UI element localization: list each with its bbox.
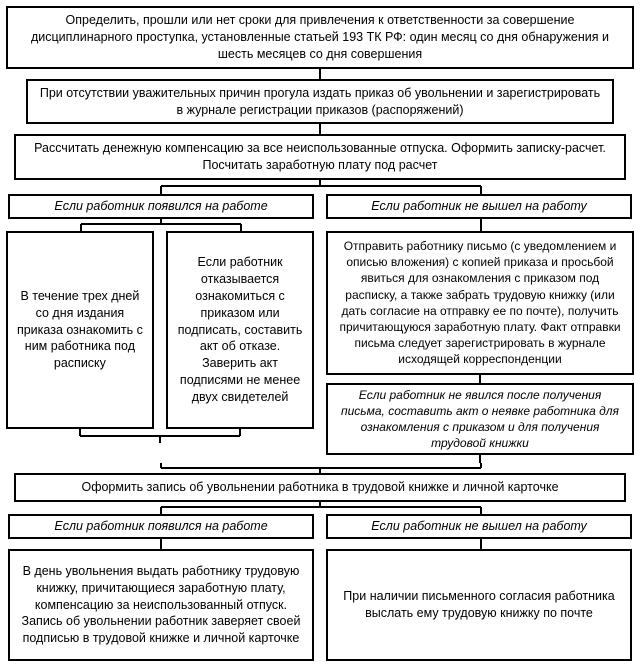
header-employee-absent-2: Если работник не вышел на работу (326, 514, 632, 539)
step-record-dismissal: Оформить запись об увольнении работника … (14, 473, 626, 502)
step-issue-workbook: В день увольнения выдать работнику трудо… (8, 549, 314, 661)
step-send-letter: Отправить работнику письмо (с уведомлени… (326, 231, 634, 375)
connector (479, 455, 481, 463)
step-no-show-act: Если работник не явился после получения … (326, 383, 634, 456)
connector-split (6, 180, 634, 194)
connector (479, 375, 481, 383)
header-employee-present-2: Если работник появился на работе (8, 514, 314, 539)
connector-merge-left (6, 429, 314, 443)
connector (319, 69, 321, 79)
branch-headers-2: Если работник появился на работе Если ра… (6, 514, 634, 539)
flowchart: Определить, прошли или нет сроки для при… (6, 6, 634, 661)
connector-split-2 (6, 502, 634, 514)
step-refusal-act: Если работник отказывается ознакомиться … (166, 231, 314, 429)
header-employee-absent-1: Если работник не вышел на работу (326, 194, 632, 219)
step-calculate-compensation: Рассчитать денежную компенсацию за все н… (14, 134, 626, 180)
branch-content-2: В день увольнения выдать работнику трудо… (6, 549, 634, 661)
step-determine-deadlines: Определить, прошли или нет сроки для при… (6, 6, 634, 69)
branch-content-1: В течение трех дней со дня издания прика… (6, 231, 634, 463)
connector-under-headers-1 (6, 219, 634, 231)
branch-headers-1: Если работник появился на работе Если ра… (6, 194, 634, 219)
step-mail-workbook: При наличии письменного согласия работни… (326, 549, 632, 661)
step-acquaint-3-days: В течение трех дней со дня издания прика… (6, 231, 154, 429)
connector (319, 124, 321, 134)
connector-merge-to-record (6, 463, 634, 473)
connector-under-headers-2 (6, 539, 634, 549)
header-employee-present-1: Если работник появился на работе (8, 194, 314, 219)
step-issue-order: При отсутствии уважительных причин прогу… (26, 79, 614, 125)
